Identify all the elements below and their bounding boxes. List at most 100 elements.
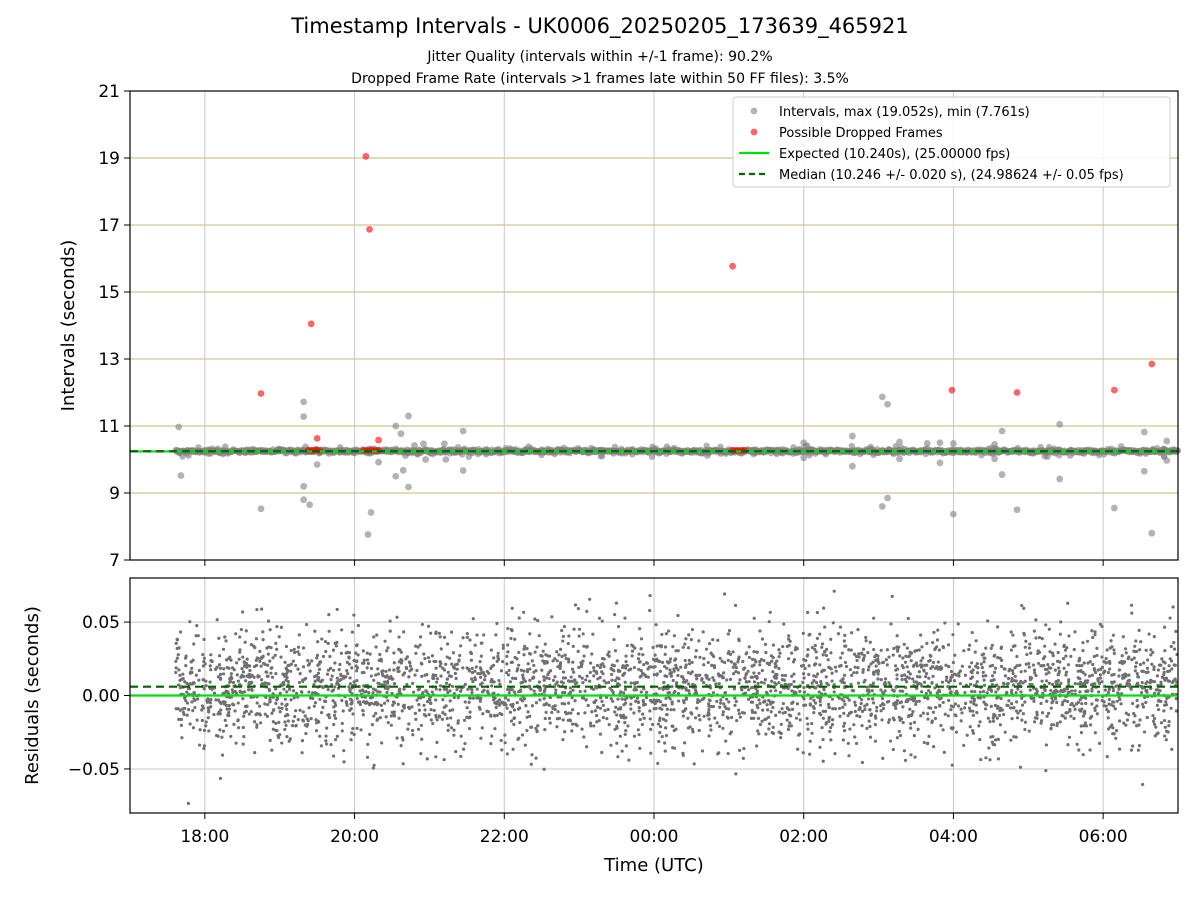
residual-point bbox=[752, 649, 756, 654]
residual-point bbox=[221, 672, 226, 676]
residual-point bbox=[1093, 630, 1097, 634]
residual-point bbox=[623, 616, 627, 620]
residual-point bbox=[931, 710, 936, 714]
interval-outlier-point bbox=[923, 440, 931, 447]
residual-point bbox=[445, 677, 450, 681]
residual-point bbox=[548, 669, 553, 673]
residual-point bbox=[1125, 682, 1129, 686]
residual-point bbox=[585, 674, 589, 678]
residual-point bbox=[810, 645, 814, 650]
dropped-frame-point bbox=[307, 320, 315, 328]
residual-point bbox=[860, 652, 864, 656]
residual-point bbox=[189, 660, 193, 664]
residual-point bbox=[1100, 665, 1105, 669]
interval-point bbox=[670, 444, 678, 452]
residual-point bbox=[563, 690, 567, 695]
residual-point bbox=[777, 648, 781, 652]
residual-point bbox=[868, 640, 872, 644]
residual-point bbox=[690, 712, 694, 716]
residual-point bbox=[925, 663, 929, 667]
residual-point bbox=[1058, 660, 1062, 664]
residual-point bbox=[555, 659, 559, 663]
residual-point bbox=[912, 734, 916, 738]
residual-point bbox=[895, 702, 899, 706]
residual-point bbox=[617, 677, 621, 681]
residual-point bbox=[637, 652, 641, 656]
residual-point bbox=[572, 670, 576, 674]
residual-point bbox=[963, 701, 968, 706]
residual-point bbox=[707, 734, 711, 738]
residual-point bbox=[198, 743, 202, 747]
residual-point bbox=[434, 666, 438, 670]
residual-point bbox=[600, 699, 604, 703]
residual-point bbox=[652, 707, 656, 711]
residual-point bbox=[275, 729, 279, 733]
residual-point bbox=[857, 655, 861, 659]
residual-point bbox=[1144, 700, 1148, 705]
residual-point bbox=[713, 716, 717, 720]
residual-point bbox=[1046, 662, 1050, 667]
residual-point bbox=[612, 664, 616, 668]
residual-point bbox=[402, 671, 407, 675]
residual-point bbox=[1133, 665, 1138, 669]
residual-point bbox=[632, 711, 636, 715]
residual-point bbox=[780, 707, 784, 711]
interval-point bbox=[185, 452, 192, 459]
residual-point bbox=[1139, 684, 1143, 688]
residual-point bbox=[1047, 627, 1051, 631]
residual-point bbox=[358, 689, 362, 693]
residual-point bbox=[1072, 716, 1076, 721]
residual-point bbox=[259, 721, 263, 725]
residual-point bbox=[1127, 682, 1132, 686]
residual-point bbox=[202, 746, 206, 751]
residual-point bbox=[972, 702, 976, 706]
residual-point bbox=[637, 706, 641, 710]
residual-point bbox=[1070, 689, 1074, 693]
residual-point bbox=[638, 717, 642, 722]
residual-point bbox=[911, 710, 915, 714]
residual-point bbox=[248, 668, 252, 673]
residual-point bbox=[747, 697, 751, 701]
residual-point bbox=[885, 663, 889, 667]
residual-point bbox=[1137, 628, 1141, 632]
residual-point bbox=[881, 661, 885, 665]
residual-point bbox=[633, 685, 637, 689]
residual-point bbox=[370, 723, 374, 727]
residual-point bbox=[1051, 653, 1055, 658]
residual-point bbox=[459, 689, 463, 693]
residual-point bbox=[661, 703, 665, 707]
residual-point bbox=[1136, 748, 1140, 752]
residual-point bbox=[459, 644, 463, 648]
residual-point bbox=[385, 649, 389, 653]
residual-point bbox=[866, 650, 870, 655]
residual-point bbox=[1139, 690, 1144, 695]
residual-point bbox=[470, 691, 474, 695]
residual-point bbox=[324, 734, 328, 738]
residual-point bbox=[182, 712, 186, 717]
residual-point bbox=[833, 707, 838, 711]
residual-point bbox=[1034, 618, 1038, 622]
residual-point bbox=[883, 689, 887, 693]
residual-point bbox=[459, 754, 463, 759]
residual-point bbox=[663, 749, 667, 753]
residual-point bbox=[865, 702, 869, 707]
residual-point bbox=[581, 681, 585, 685]
residual-point bbox=[758, 660, 762, 664]
residual-point bbox=[452, 695, 456, 700]
residual-point bbox=[972, 683, 976, 688]
residual-point bbox=[658, 706, 662, 710]
residual-point bbox=[567, 660, 571, 664]
residual-point bbox=[461, 666, 465, 670]
residual-point bbox=[183, 656, 188, 660]
interval-outlier-point bbox=[459, 467, 467, 474]
residual-point bbox=[1043, 644, 1047, 648]
residual-point bbox=[333, 716, 338, 720]
residual-point bbox=[1006, 676, 1011, 681]
residual-point bbox=[456, 696, 460, 700]
residual-point bbox=[642, 662, 646, 667]
residual-point bbox=[361, 713, 365, 717]
intervals-y-axis-label: Intervals (seconds) bbox=[58, 240, 79, 412]
residual-point bbox=[708, 698, 712, 703]
residual-point bbox=[967, 706, 972, 710]
residual-point bbox=[909, 726, 913, 730]
